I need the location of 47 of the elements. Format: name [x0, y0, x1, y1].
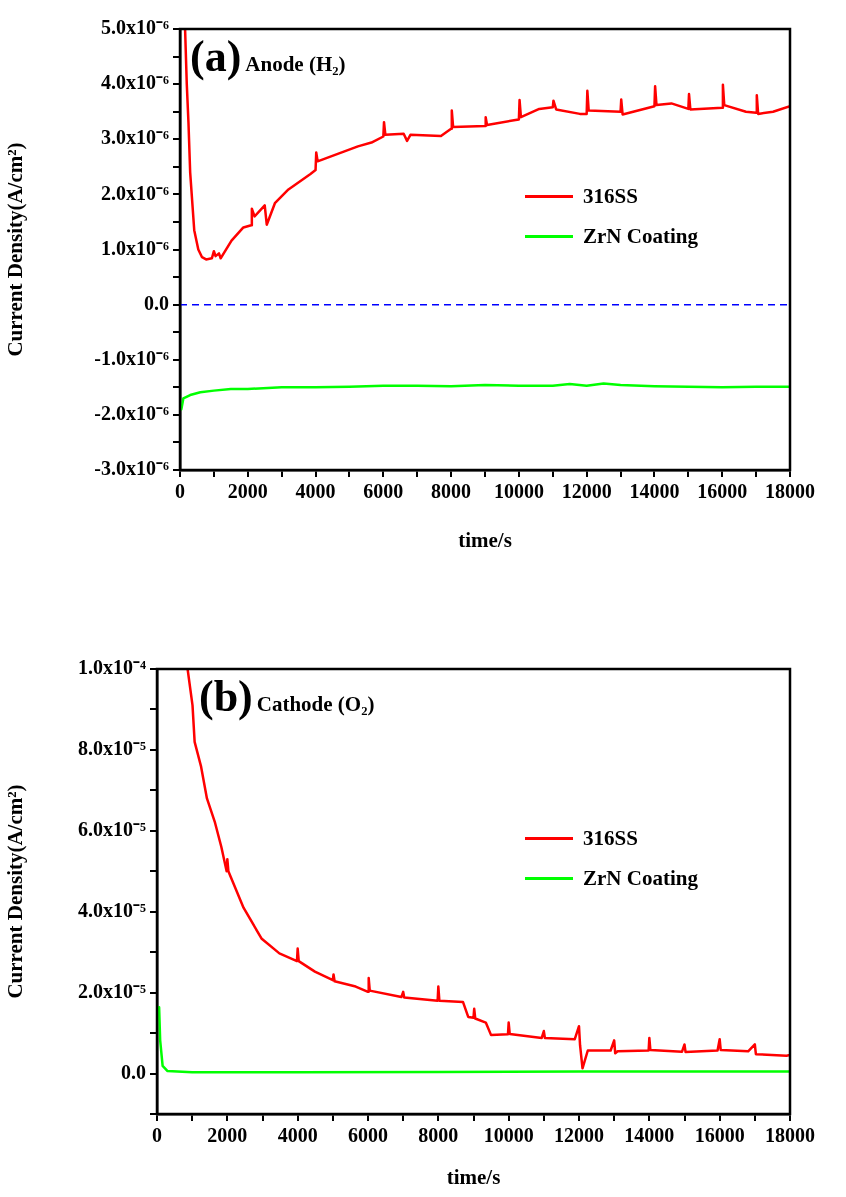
y-axis-title: Current Density(A/cm²): [3, 784, 28, 999]
x-tick-label: 0: [152, 1124, 162, 1147]
x-tick-label: 4000: [295, 480, 336, 503]
x-tick-label: 14000: [624, 1124, 675, 1147]
y-tick-label: 6.0x10⁻⁵: [78, 817, 146, 840]
legend-label: 316SS: [583, 825, 638, 851]
y-tick-label: 5.0x10⁻⁶: [101, 16, 169, 39]
annotation: Anode (H₂): [245, 52, 346, 77]
y-tick-label: 0.0: [144, 291, 169, 314]
x-tick-label: 16000: [697, 480, 748, 503]
x-tick-label: 10000: [483, 1124, 534, 1147]
y-tick-label: 2.0x10⁻⁵: [78, 979, 146, 1002]
annotation: (a): [190, 31, 242, 82]
x-tick-label: 18000: [765, 1124, 815, 1147]
x-tick-label: 16000: [694, 1124, 745, 1147]
x-tick-label: 14000: [629, 480, 680, 503]
x-tick-label: 4000: [277, 1124, 318, 1147]
y-tick-label: 3.0x10⁻⁶: [101, 126, 169, 149]
y-tick-label: 0.0: [121, 1060, 146, 1083]
x-tick-label: 10000: [493, 480, 544, 503]
x-tick-label: 8000: [431, 480, 472, 503]
y-tick-label: -1.0x10⁻⁶: [94, 346, 169, 369]
y-tick-label: -3.0x10⁻⁶: [94, 457, 169, 480]
x-tick-label: 12000: [561, 480, 612, 503]
annotation: (b): [199, 671, 253, 722]
x-axis-title: time/s: [458, 527, 512, 552]
legend-label: 316SS: [583, 184, 638, 210]
x-tick-label: 0: [175, 480, 185, 503]
legend-label: ZrN Coating: [583, 224, 698, 250]
x-tick-label: 12000: [554, 1124, 604, 1147]
x-tick-label: 8000: [418, 1124, 459, 1147]
annotation: Cathode (O₂): [256, 692, 375, 717]
x-axis-title: time/s: [446, 1164, 501, 1189]
x-tick-label: 18000: [765, 480, 815, 503]
y-tick-label: 4.0x10⁻⁶: [101, 71, 169, 94]
y-axis-title: Current Density(A/cm²): [3, 142, 28, 357]
x-tick-label: 2000: [227, 480, 268, 503]
y-tick-label: 8.0x10⁻⁵: [78, 737, 146, 760]
x-tick-label: 2000: [207, 1124, 248, 1147]
y-tick-label: -2.0x10⁻⁶: [94, 402, 169, 425]
y-tick-label: 2.0x10⁻⁶: [101, 181, 169, 204]
y-tick-label: 4.0x10⁻⁵: [78, 898, 146, 921]
legend-label: ZrN Coating: [583, 865, 698, 891]
x-tick-label: 6000: [348, 1124, 388, 1147]
y-tick-label: 1.0x10⁻⁶: [101, 236, 169, 259]
y-tick-label: 1.0x10⁻⁴: [78, 656, 146, 679]
x-tick-label: 6000: [363, 480, 404, 503]
